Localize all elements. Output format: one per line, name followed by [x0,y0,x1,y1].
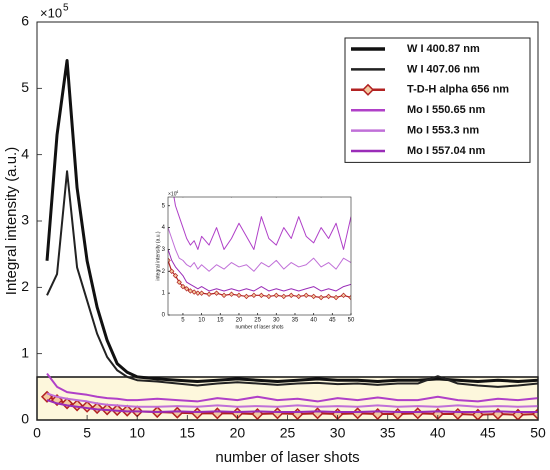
marker [183,286,190,292]
marker [91,401,104,415]
x-tick-label: 0 [33,425,41,441]
marker [266,293,272,300]
x-tick-label: 50 [348,318,355,324]
marker [340,292,347,299]
marker [198,290,205,296]
x-tick-label: 30 [330,425,346,441]
series-line [46,399,538,414]
y-axis-label: Integral intensity (a.u.) [3,147,20,295]
x-tick-label: 40 [310,318,317,324]
x-tick-label: 35 [292,318,299,324]
y-tick-label: 0 [21,411,29,427]
y-axis-label: integral intensity (a.u.) [155,231,161,281]
y-tick-label: 0 [162,313,166,319]
marker [288,292,294,299]
y-tick-label: 3 [21,212,29,228]
legend-marker [361,83,375,96]
series-line [45,58,538,384]
x-tick-label: 25 [280,425,296,441]
y-multiplier: ×10 [40,5,62,20]
plot-lines [168,197,351,301]
series-line [46,392,538,408]
marker [258,292,265,299]
x-axis-label: number of laser shots [215,449,359,466]
legend-label: Mo I 553.3 nm [407,125,479,137]
y-tick-label: 2 [21,278,29,294]
marker [243,293,250,300]
y-tick-label: 2 [162,269,166,275]
series-line [46,372,538,403]
series-line [168,227,351,272]
x-tick-label: 10 [198,318,205,324]
marker [176,279,182,285]
x-tick-label: 5 [181,318,185,324]
legend-label: W I 400.87 nm [407,43,480,55]
marker [221,292,227,299]
x-tick-label: 15 [180,425,196,441]
legend-box [344,37,531,163]
x-tick-label: 20 [236,318,243,324]
marker [168,257,171,264]
y-tick-label: 1 [162,291,166,297]
x-axis-label: number of laser shots [235,324,284,330]
marker [206,291,212,297]
plot-lines [40,58,538,420]
marker [325,293,332,300]
marker [236,292,242,299]
marker [310,293,317,300]
x-tick-label: 40 [430,425,446,441]
x-tick-label: 10 [129,425,145,441]
legend-label: T-D-H alpha 656 nm [407,84,509,96]
x-tick-label: 30 [273,318,280,324]
marker [213,290,220,296]
marker [251,292,257,299]
x-tick-label: 35 [380,425,396,441]
y-tick-label: 5 [21,79,29,95]
marker [348,294,351,301]
x-tick-label: 15 [217,318,224,324]
plot-frame [167,196,352,316]
x-tick-label: 45 [329,318,336,324]
y-tick-label: 6 [21,13,29,29]
series-line [173,197,351,250]
x-tick-label: 45 [480,425,496,441]
legend-label: Mo I 557.04 nm [407,145,485,157]
series-line [168,249,351,292]
marker [273,292,280,299]
legend-label: Mo I 550.65 nm [407,104,485,116]
y-multiplier-exponent: 5 [63,3,69,14]
marker [296,293,302,300]
marker [281,293,287,300]
y-tick-label: 3 [162,247,166,253]
x-tick-label: 50 [530,425,546,441]
y-tick-label: 4 [21,145,29,161]
x-tick-label: 25 [254,318,261,324]
marker [195,290,201,296]
marker [333,294,339,301]
y-multiplier-exponent: 4 [176,189,179,194]
x-tick-label: 20 [230,425,246,441]
marker [318,294,324,301]
y-multiplier: ×10 [168,191,177,197]
y-tick-label: 5 [162,203,166,209]
x-tick-label: 5 [83,425,91,441]
legend-label: W I 407.06 nm [407,63,480,75]
y-tick-label: 4 [162,225,166,231]
marker [180,283,186,290]
marker [303,292,309,299]
series-line [46,170,538,388]
marker [191,289,197,295]
marker [228,291,235,297]
marker [169,268,175,274]
marker [172,272,179,279]
y-tick-label: 1 [21,344,29,360]
